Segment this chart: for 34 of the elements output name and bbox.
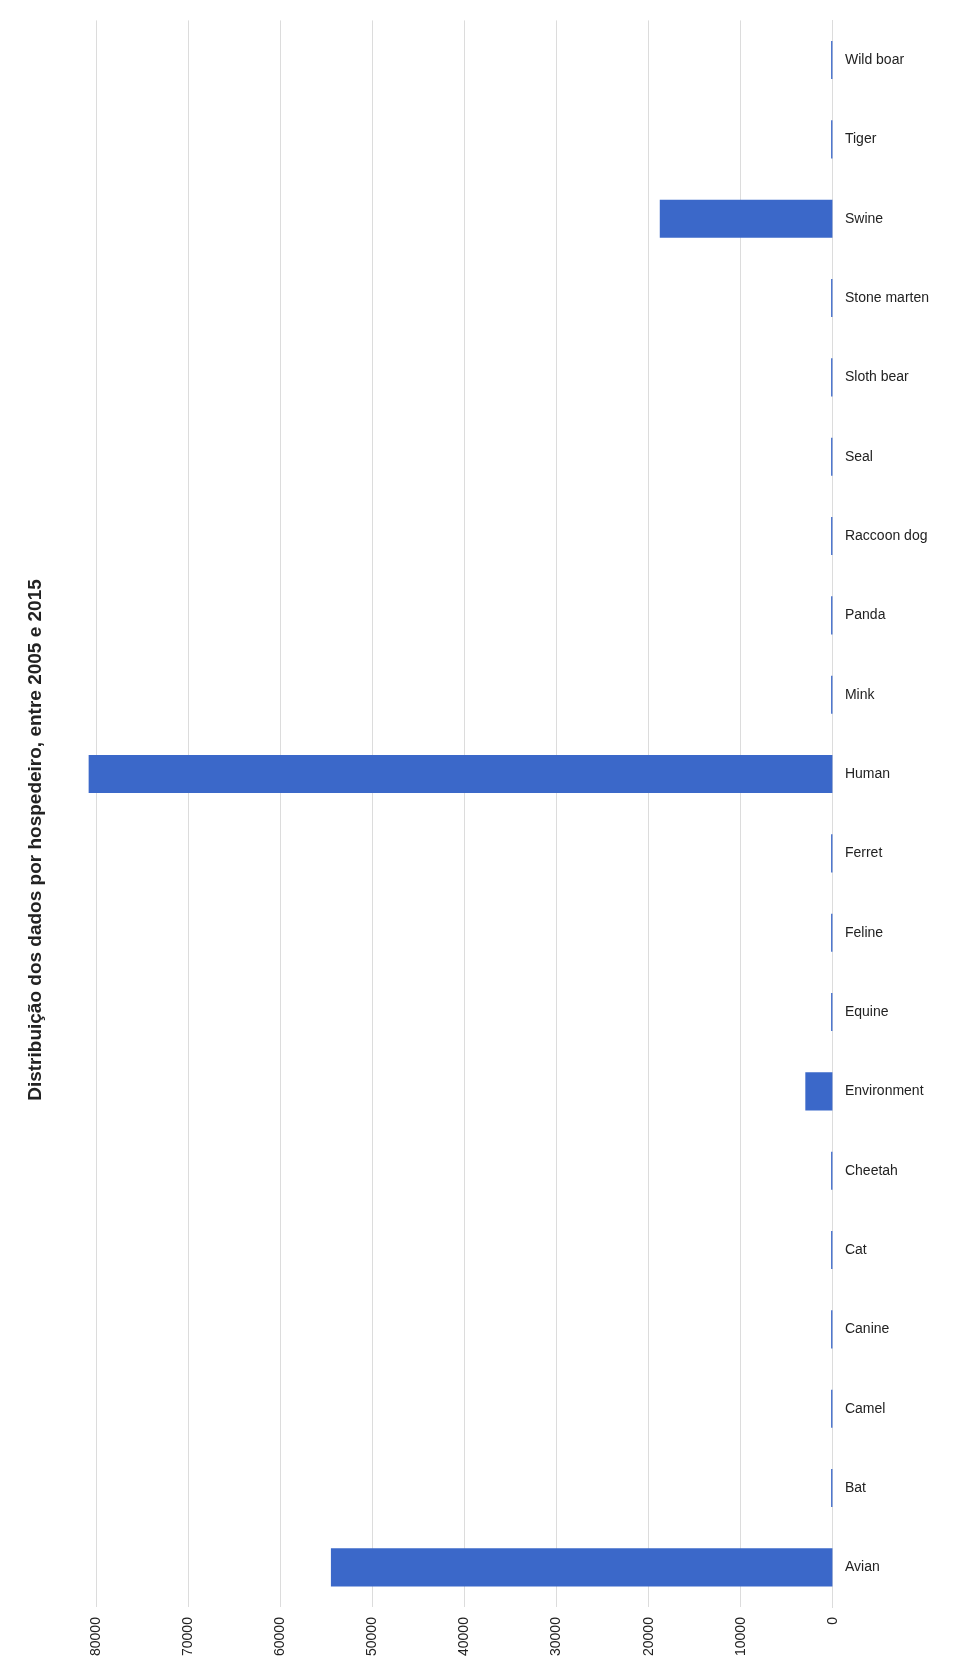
text: Distribuição dos dados por hospedeiro, entre 2005 e 2015 [23,578,45,1101]
y-tick-label: Swine [844,209,884,226]
x-tick-label: 30000 [547,1616,564,1657]
y-tick-label: Wild boar [844,50,905,67]
y-tick-label: Human [844,764,891,781]
x-tick-label: 70000 [178,1616,195,1657]
y-tick-label: Sloth bear [844,368,910,385]
bar [659,199,833,238]
y-tick-label: Environment [844,1082,924,1099]
x-tick-label: 10000 [731,1616,748,1657]
y-tick-label: Avian [844,1558,880,1575]
y-tick-label: Equine [844,1002,889,1019]
x-tick-label: 60000 [271,1616,288,1657]
y-tick-label: Camel [844,1399,886,1416]
y-tick-label: Cat [844,1240,867,1257]
y-tick-label: Feline [844,923,884,940]
x-tick-label: 0 [823,1616,840,1625]
x-tick-label: 20000 [639,1616,656,1657]
y-tick-label: Canine [844,1320,890,1337]
y-tick-label: Ferret [844,844,883,861]
y-tick-label: Bat [844,1478,867,1495]
bar [88,755,833,794]
y-tick-label: Seal [844,447,873,464]
bar [330,1548,833,1587]
x-tick-label: 80000 [86,1616,103,1657]
x-tick-label: 50000 [363,1616,380,1657]
y-tick-label: Stone marten [844,288,930,305]
y-tick-label: Tiger [844,130,877,147]
y-tick-label: Mink [844,685,876,702]
y-tick-label: Raccoon dog [844,526,928,543]
y-tick-label: Cheetah [844,1161,898,1178]
x-tick-label: 40000 [455,1616,472,1657]
bar [805,1072,833,1111]
y-tick-label: Panda [844,606,886,623]
